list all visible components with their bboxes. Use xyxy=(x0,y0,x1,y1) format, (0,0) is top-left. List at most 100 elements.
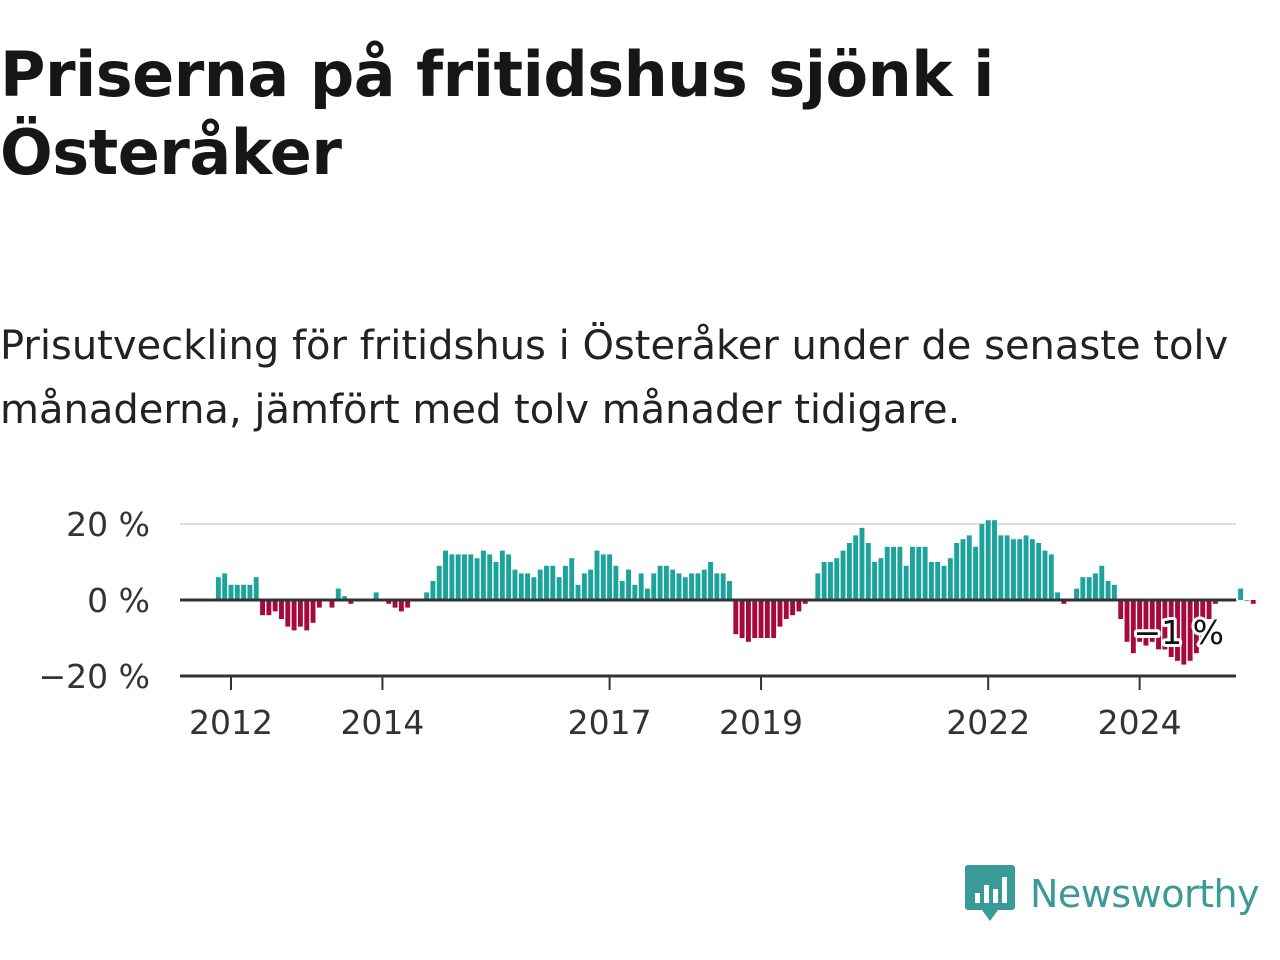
bar xyxy=(1061,600,1067,604)
bar xyxy=(499,550,505,600)
bar xyxy=(935,562,941,600)
bar xyxy=(632,584,638,600)
bar xyxy=(973,546,979,600)
bar xyxy=(562,565,568,600)
bar xyxy=(1029,539,1035,600)
bar xyxy=(468,554,474,600)
bar xyxy=(556,577,562,600)
bar xyxy=(462,554,467,600)
bar xyxy=(910,546,915,600)
bar xyxy=(714,573,720,600)
bar xyxy=(1143,600,1149,646)
brand-name: Newsworthy xyxy=(1030,872,1260,916)
bar xyxy=(922,546,928,600)
bar xyxy=(663,565,669,600)
bar xyxy=(1099,565,1105,600)
bar xyxy=(878,558,884,600)
bar xyxy=(916,546,922,600)
bar xyxy=(1200,600,1206,638)
bar xyxy=(430,581,436,600)
y-tick-label: 0 % xyxy=(87,581,150,620)
bar xyxy=(1023,535,1029,600)
bar xyxy=(897,546,903,600)
bar xyxy=(392,600,398,608)
bar xyxy=(474,558,480,600)
bar xyxy=(613,565,619,600)
bar xyxy=(903,565,909,600)
bar xyxy=(1238,588,1244,600)
bar xyxy=(525,573,531,600)
bar xyxy=(304,600,310,631)
bar xyxy=(1137,600,1143,642)
bar xyxy=(537,569,543,600)
bar xyxy=(1149,600,1155,642)
bar xyxy=(689,573,695,600)
bar xyxy=(821,562,827,600)
bar xyxy=(600,554,606,600)
bar xyxy=(1086,577,1092,600)
bar xyxy=(1080,577,1086,600)
bar xyxy=(253,577,259,600)
bar xyxy=(348,600,354,604)
bar xyxy=(405,600,411,608)
bar xyxy=(1130,600,1136,654)
bar xyxy=(979,524,985,600)
bar xyxy=(1175,600,1180,661)
bar xyxy=(493,562,499,600)
bar xyxy=(626,569,631,600)
bar xyxy=(739,600,745,638)
bar xyxy=(594,550,600,600)
bar-group xyxy=(215,520,1256,665)
bar xyxy=(1042,550,1048,600)
bar xyxy=(745,600,751,642)
bar xyxy=(1168,600,1174,657)
bar xyxy=(998,535,1004,600)
bar xyxy=(752,600,758,638)
bar xyxy=(1212,600,1218,604)
bar xyxy=(1156,600,1162,650)
bar xyxy=(316,600,322,608)
bar xyxy=(884,546,890,600)
bar xyxy=(260,600,266,616)
bar xyxy=(638,573,644,600)
bar xyxy=(222,573,228,600)
bar xyxy=(834,558,840,600)
bar xyxy=(386,600,392,604)
bar xyxy=(607,554,613,600)
bar xyxy=(815,573,821,600)
bar xyxy=(443,550,448,600)
bar xyxy=(285,600,291,627)
bar xyxy=(840,550,846,600)
bar xyxy=(827,562,833,600)
bar xyxy=(960,539,966,600)
bar xyxy=(771,600,777,638)
bar xyxy=(1010,539,1016,600)
bar xyxy=(1036,543,1042,600)
bar xyxy=(241,584,247,600)
bar xyxy=(247,584,253,600)
bar xyxy=(1004,535,1010,600)
bar xyxy=(941,565,947,600)
bar xyxy=(518,573,524,600)
bar xyxy=(846,543,852,600)
bar xyxy=(424,592,430,600)
axes xyxy=(180,598,1236,690)
bar xyxy=(1181,600,1187,665)
bar xyxy=(398,600,404,612)
bar xyxy=(1048,554,1054,600)
bar xyxy=(802,600,808,604)
bar xyxy=(985,520,991,600)
bar xyxy=(487,554,493,600)
bar xyxy=(550,565,556,600)
bar xyxy=(947,558,953,600)
bar xyxy=(575,584,581,600)
bar xyxy=(228,584,234,600)
bar xyxy=(1162,600,1168,650)
bar xyxy=(783,600,789,619)
bar xyxy=(1124,600,1130,642)
brand-logo: Newsworthy xyxy=(964,862,1260,926)
bar xyxy=(272,600,278,612)
x-tick-label: 2014 xyxy=(340,703,424,742)
bar xyxy=(1111,584,1117,600)
bar xyxy=(928,562,934,600)
